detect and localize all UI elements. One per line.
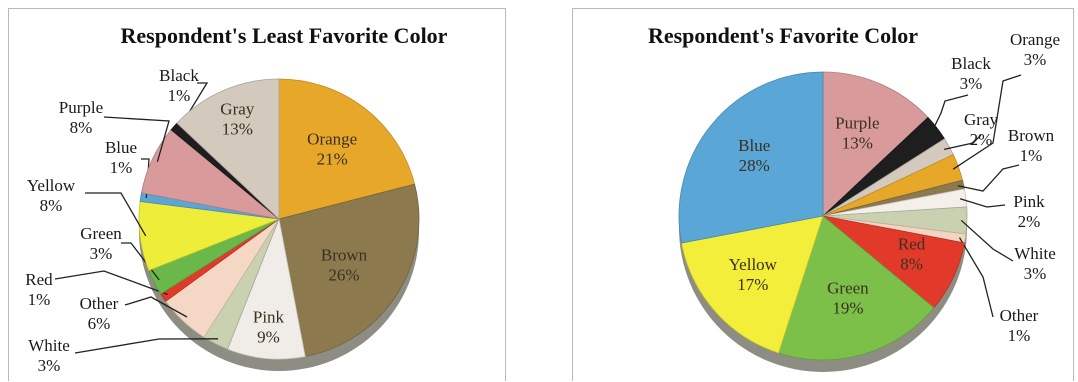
slice-label-pink: Pink 2%	[1013, 192, 1045, 231]
pie-slice-brown	[278, 183, 420, 357]
slice-label-white-value: 3%	[1024, 264, 1047, 283]
chart-title: Respondent's Favorite Color	[648, 23, 918, 48]
slice-label-black: Black 1%	[159, 66, 199, 105]
slice-label-white: White 3%	[1014, 244, 1056, 283]
slice-label-blue-name: Blue	[105, 138, 137, 157]
leader-line-black	[931, 94, 969, 132]
favorite-pie-chart: Respondent's Favorite Color Purple 13% Blac…	[648, 23, 1060, 372]
pie-slice-pink	[226, 217, 306, 360]
slice-label-orange: Orange 3%	[1010, 30, 1060, 69]
slice-label-purple: Purple 8%	[59, 98, 103, 137]
slice-label-gray-name: Gray	[964, 110, 998, 129]
slice-label-white-value: 3%	[38, 356, 61, 375]
slice-label-green: Green 3%	[80, 224, 122, 263]
slice-label-white-name: White	[28, 336, 70, 355]
slice-label-pink-name: Pink	[253, 308, 285, 327]
slice-label-other-value: 6%	[88, 314, 111, 333]
slice-label-pink-value: 2%	[1018, 212, 1041, 231]
leader-line-gray	[943, 134, 982, 151]
favorite-chart-panel: Respondent's Favorite Color Purple 13% Blac…	[572, 8, 1074, 381]
slice-label-yellow-name: Yellow	[27, 176, 76, 195]
slice-label-orange-value: 21%	[317, 149, 348, 168]
leader-line-other	[958, 237, 994, 318]
slice-label-gray: Gray 13%	[220, 100, 254, 139]
slice-label-black-value: 1%	[168, 86, 191, 105]
slice-label-purple-name: Purple	[59, 98, 103, 117]
slice-label-pink-name: Pink	[1013, 192, 1045, 211]
slice-label-white-name: White	[1014, 244, 1056, 263]
slice-label-red: Red 1%	[25, 270, 53, 309]
slice-label-orange-name: Orange	[307, 129, 357, 148]
slice-label-other-name: Other	[1000, 306, 1039, 325]
slice-label-orange-value: 3%	[1024, 50, 1047, 69]
leader-line-other	[124, 296, 188, 318]
slice-label-purple-name: Purple	[835, 114, 879, 133]
pie-slice-blue	[678, 71, 824, 244]
slice-label-other: Other 1%	[1000, 306, 1039, 345]
leader-line-red	[54, 270, 169, 296]
slice-label-red: Red 8%	[898, 235, 926, 274]
slice-label-pink: Pink 9%	[253, 308, 285, 347]
slice-label-yellow-value: 8%	[40, 196, 63, 215]
slice-label-black-value: 3%	[960, 74, 983, 93]
slice-label-gray-value: 2%	[970, 130, 993, 149]
slice-label-brown-name: Brown	[1008, 126, 1055, 145]
slice-label-red-name: Red	[898, 235, 926, 254]
chart-title: Respondent's Least Favorite Color	[121, 23, 448, 48]
slice-label-black: Black 3%	[951, 54, 991, 93]
leader-line-brown	[957, 164, 1020, 192]
leader-line-orange	[952, 74, 1022, 170]
slice-label-blue-value: 28%	[739, 156, 770, 175]
slice-label-yellow-value: 17%	[737, 275, 768, 294]
pie-slice-yellow	[681, 215, 824, 354]
slice-label-green: Green 19%	[827, 279, 869, 318]
slice-label-green-value: 3%	[90, 244, 113, 263]
leader-line-white	[960, 219, 1014, 262]
leader-line-yellow	[85, 192, 147, 237]
pie-slice-orange	[278, 78, 416, 220]
slice-label-orange: Orange 21%	[307, 129, 357, 168]
slice-label-yellow-name: Yellow	[729, 255, 778, 274]
slice-label-black-name: Black	[159, 66, 199, 85]
pie-slice-purple	[822, 71, 929, 217]
slice-label-purple-value: 8%	[70, 118, 93, 137]
slice-label-brown-value: 26%	[328, 265, 359, 284]
slice-label-red-name: Red	[25, 270, 53, 289]
least-favorite-chart-panel: Respondent's Least Favorite Color Orange 2…	[8, 8, 506, 381]
slice-label-red-value: 8%	[900, 255, 923, 274]
slice-label-gray: Gray 2%	[964, 110, 998, 149]
slice-label-brown-name: Brown	[321, 245, 368, 264]
slice-label-brown: Brown 26%	[321, 245, 368, 284]
pie-slice-green	[777, 215, 935, 361]
slice-label-other-value: 1%	[1008, 326, 1031, 345]
leader-line-pink	[959, 198, 1006, 208]
slice-label-blue-name: Blue	[738, 136, 770, 155]
leader-line-purple	[103, 116, 170, 162]
slice-label-red-value: 1%	[28, 290, 51, 309]
slice-label-blue: Blue 1%	[105, 138, 137, 177]
slice-label-pink-value: 9%	[257, 328, 280, 347]
slice-label-other-name: Other	[80, 294, 119, 313]
slice-label-other: Other 6%	[80, 294, 119, 333]
slice-label-blue: Blue 28%	[738, 136, 770, 175]
slice-label-black-name: Black	[951, 54, 991, 73]
slice-label-green-value: 19%	[832, 299, 863, 318]
pie-slice-gray	[176, 78, 280, 220]
slice-label-yellow: Yellow 17%	[729, 255, 778, 294]
slice-label-orange-name: Orange	[1010, 30, 1060, 49]
slice-label-gray-name: Gray	[220, 100, 254, 119]
slice-label-white: White 3%	[28, 336, 70, 375]
slice-label-green-name: Green	[827, 279, 869, 298]
slice-label-gray-value: 13%	[222, 120, 253, 139]
leader-line-white	[74, 338, 219, 354]
slice-label-purple-value: 13%	[842, 134, 873, 153]
slice-label-purple: Purple 13%	[835, 114, 879, 153]
slice-label-yellow: Yellow 8%	[27, 176, 76, 215]
slice-label-green-name: Green	[80, 224, 122, 243]
slice-label-brown-value: 1%	[1020, 146, 1043, 165]
slice-label-blue-value: 1%	[110, 158, 133, 177]
slice-label-brown: Brown 1%	[1008, 126, 1055, 165]
